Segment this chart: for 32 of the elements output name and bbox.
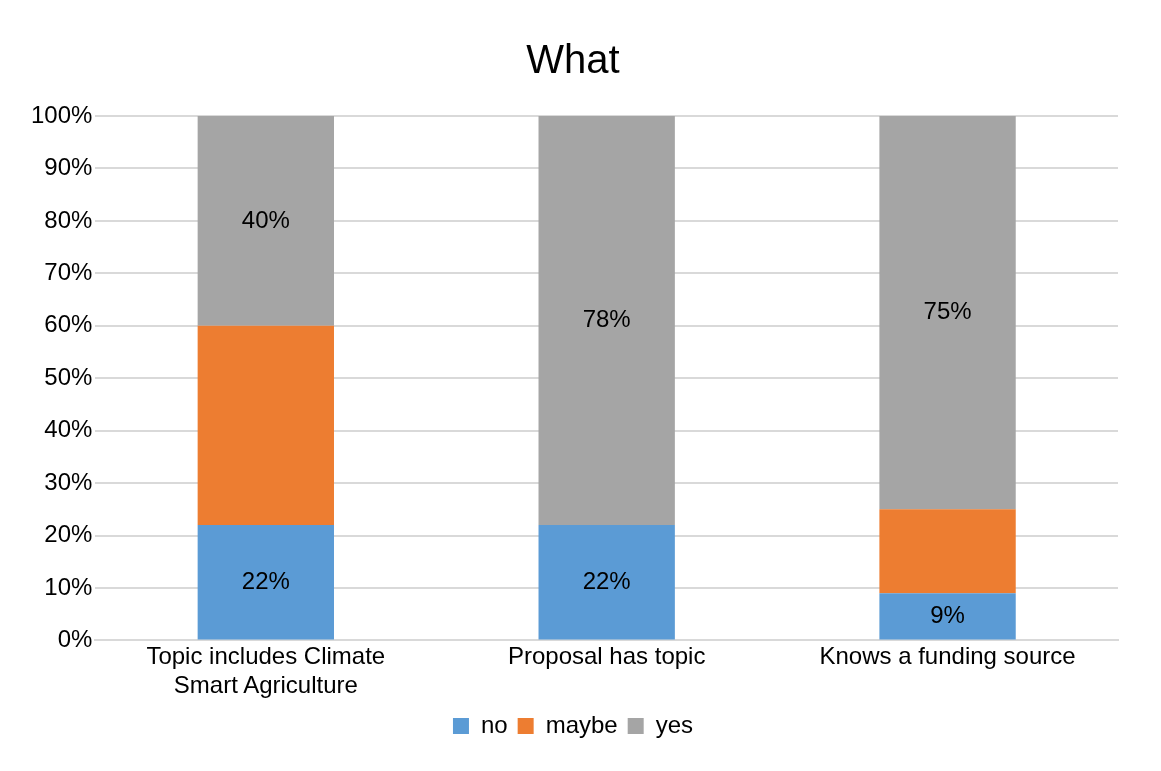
x-tick-label: Topic includes Climate Smart Agriculture: [146, 642, 386, 699]
chart-title: What: [526, 37, 620, 82]
y-tick-label: 0%: [57, 625, 93, 653]
x-tick-label: Knows a funding source: [819, 642, 1076, 670]
bar: [197, 325, 334, 526]
bar: [879, 593, 1016, 640]
bar: [879, 116, 1016, 510]
legend-label: no: [480, 710, 508, 738]
bar: [538, 525, 675, 640]
data-label: 9%: [930, 600, 965, 628]
data-label: 22%: [582, 566, 631, 594]
bar: [879, 509, 1016, 594]
y-tick-label: 40%: [44, 415, 93, 443]
data-label: 40%: [241, 205, 290, 233]
data-label: 78%: [582, 305, 631, 333]
bar: [197, 116, 334, 326]
y-tick-label: 90%: [44, 153, 93, 181]
y-tick-label: 50%: [44, 362, 93, 390]
bar: [538, 116, 675, 526]
y-tick-label: 30%: [44, 467, 93, 495]
data-label: 22%: [241, 566, 290, 594]
bar: [197, 525, 334, 640]
y-tick-label: 10%: [44, 572, 93, 600]
y-tick-label: 70%: [44, 257, 93, 285]
y-tick-label: 20%: [44, 520, 93, 548]
y-tick-label: 100%: [30, 100, 93, 128]
legend-label: maybe: [545, 710, 618, 738]
y-tick-label: 60%: [44, 310, 93, 338]
x-tick-label: Proposal has topic: [507, 642, 706, 670]
data-label: 75%: [923, 297, 972, 325]
legend-label: yes: [655, 710, 694, 738]
y-tick-label: 80%: [44, 205, 93, 233]
